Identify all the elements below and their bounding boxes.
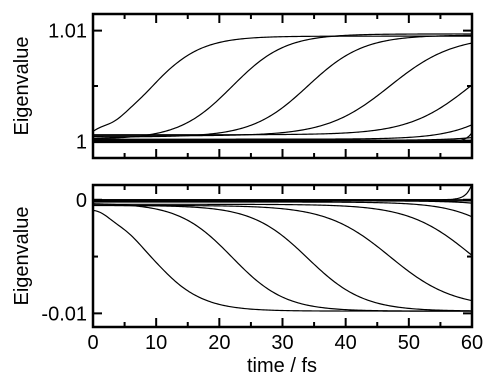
bottom-eigenvalue-panel: 0-0.01 0 10 20 30 40 50 60 Eigenvalue time / f… [11,183,483,377]
bottom-series-line [93,204,472,312]
top-series-line [93,42,472,137]
bottom-series-line [93,185,472,201]
bottom-y-axis-label: Eigenvalue [11,207,33,306]
top-series-line [93,124,472,140]
bottom-x-tick-label: 10 [145,332,167,354]
bottom-series-line [93,201,472,218]
bottom-x-tick-label: 50 [398,332,420,354]
bottom-y-tick-labels: 0 -0.01 [41,190,87,326]
top-ticks-layer [92,14,473,158]
top-series-line [93,131,472,142]
x-axis-label: time / fs [247,355,317,377]
bottom-y-tick-label: -0.01 [41,303,87,325]
bottom-x-tick-label: 60 [461,332,483,354]
top-y-axis-label: Eigenvalue [11,37,33,136]
bottom-series-line [93,203,472,257]
top-y-tick-labels: 11.01 [48,21,87,154]
bottom-x-tick-label: 0 [87,332,98,354]
bottom-x-tick-label: 20 [208,332,230,354]
top-series-line [93,35,472,132]
top-series-line [93,33,472,140]
bottom-series-layer [93,185,472,312]
top-series-line [93,84,472,136]
bottom-series-line [93,204,472,302]
bottom-y-tick-label: 0 [76,190,87,212]
bottom-x-tick-label: 40 [335,332,357,354]
top-series-line [93,34,472,138]
bottom-x-tick-labels: 0 10 20 30 40 50 60 [87,332,483,354]
bottom-ticks-layer [92,185,473,327]
top-y-tick-label: 1 [76,131,87,153]
top-y-tick-label: 1.01 [48,21,87,43]
bottom-series-line [93,209,472,312]
top-eigenvalue-panel: 11.01 Eigenvalue [11,12,474,160]
bottom-series-line [93,203,472,312]
top-series-layer [93,33,472,144]
bottom-x-tick-label: 30 [271,332,293,354]
